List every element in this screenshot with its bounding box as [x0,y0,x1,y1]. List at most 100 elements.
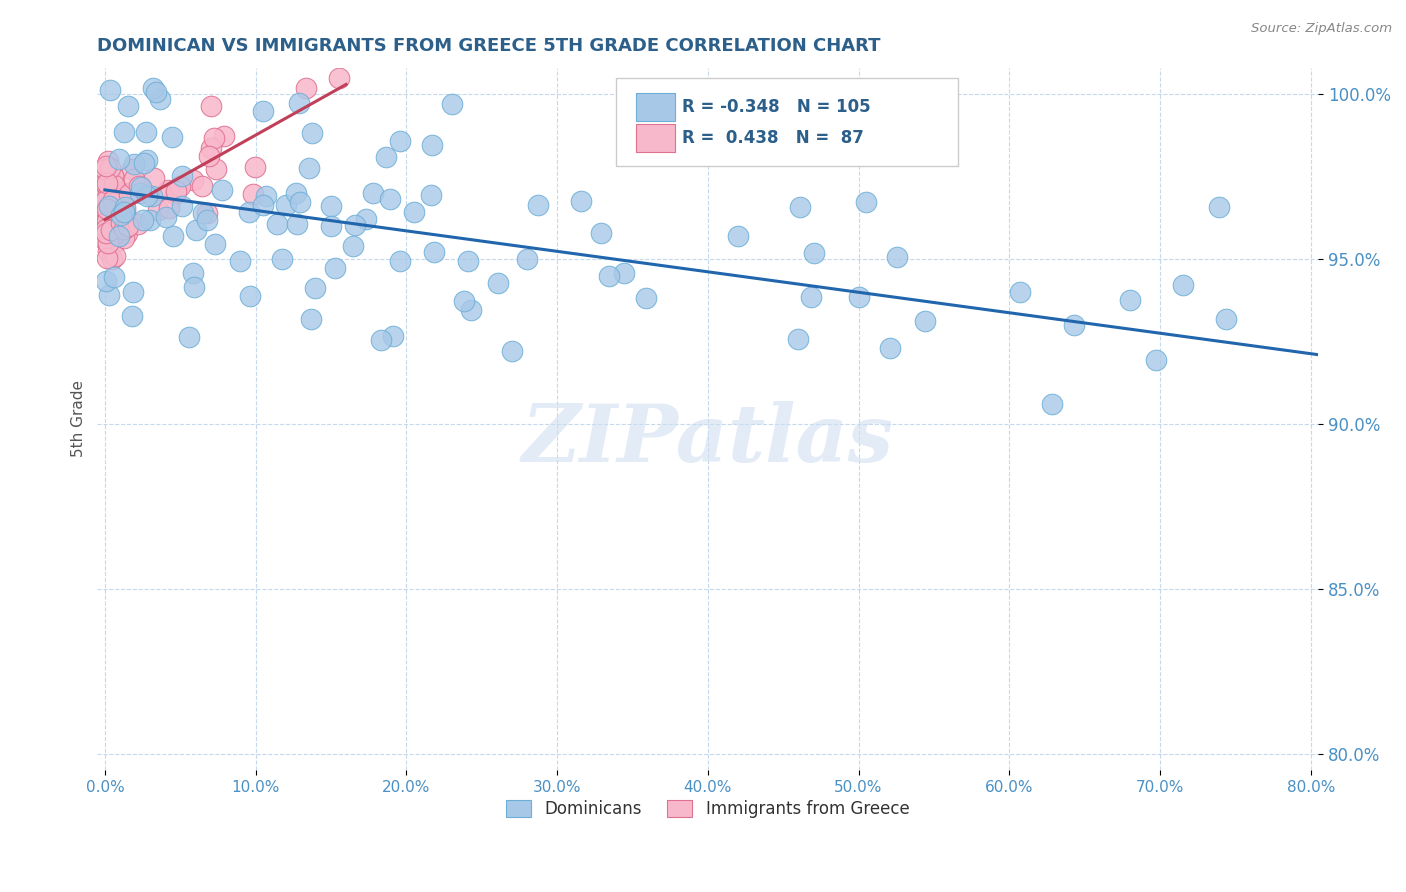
Point [105,225,128,239]
Point [96,192,118,206]
Point [800,290,823,304]
Point [787,332,810,346]
Point [285,217,308,231]
Point [105,212,128,227]
Point [128,178,150,193]
Point [114,222,136,236]
Point [156,183,179,197]
Point [96,252,118,266]
Point [516,252,538,266]
Point [112,125,135,139]
Point [96,274,118,288]
Point [94,216,117,230]
Point [114,200,136,214]
Point [97,236,120,251]
Point [94,197,117,211]
Point [101,224,124,238]
Point [112,205,135,219]
Point [378,192,401,206]
Point [149,93,172,107]
Point [155,210,177,224]
Point [1144,353,1167,368]
Point [138,213,160,227]
Point [94,202,117,216]
Point [1208,200,1230,214]
Point [94,159,117,173]
Point [591,226,613,240]
Point [96,176,118,190]
Point [1171,277,1194,292]
Point [117,99,139,113]
Point [107,228,129,243]
Point [200,141,222,155]
Point [295,80,318,95]
Point [94,226,117,240]
Point [198,148,221,162]
Point [117,186,139,200]
Point [321,219,343,234]
Point [501,343,523,358]
Point [195,206,218,220]
Point [1119,293,1142,307]
Point [288,95,311,110]
Point [96,219,118,234]
Text: ZIPatlas: ZIPatlas [522,401,894,479]
Point [105,184,128,198]
Point [98,287,121,301]
Point [122,285,145,299]
Point [110,208,132,222]
Legend: Dominicans, Immigrants from Greece: Dominicans, Immigrants from Greece [499,793,915,825]
Point [299,312,322,326]
Point [96,202,118,216]
Point [613,266,636,280]
Point [304,281,326,295]
Point [486,276,509,290]
Point [165,184,187,198]
Point [254,188,277,202]
Point [98,83,121,97]
Point [634,291,657,305]
Point [97,244,120,259]
Point [803,246,825,260]
Point [190,178,212,193]
Point [204,237,226,252]
Point [101,252,124,266]
Point [96,208,118,222]
Point [145,85,167,99]
Point [252,198,274,212]
Text: R = -0.348   N = 105: R = -0.348 N = 105 [682,97,870,116]
Point [103,195,125,210]
Point [127,217,149,231]
Point [211,183,233,197]
Point [103,270,125,285]
Point [238,205,260,219]
Point [457,254,479,268]
Point [157,201,180,215]
Point [460,303,482,318]
Point [598,268,620,283]
Point [162,229,184,244]
Point [94,162,117,177]
Point [319,198,342,212]
Point [228,254,250,268]
Point [453,293,475,308]
Point [242,187,264,202]
Point [323,260,346,275]
Point [727,229,749,244]
Point [441,96,464,111]
Point [132,156,155,170]
Point [94,196,117,211]
Point [354,212,377,227]
Point [191,206,214,220]
Point [94,176,117,190]
Point [110,211,132,226]
Point [204,162,226,177]
Point [1008,285,1031,299]
Point [374,150,396,164]
Point [97,186,120,201]
Point [129,180,152,194]
Point [96,221,118,235]
Point [200,99,222,113]
FancyBboxPatch shape [636,124,675,153]
Point [97,208,120,222]
